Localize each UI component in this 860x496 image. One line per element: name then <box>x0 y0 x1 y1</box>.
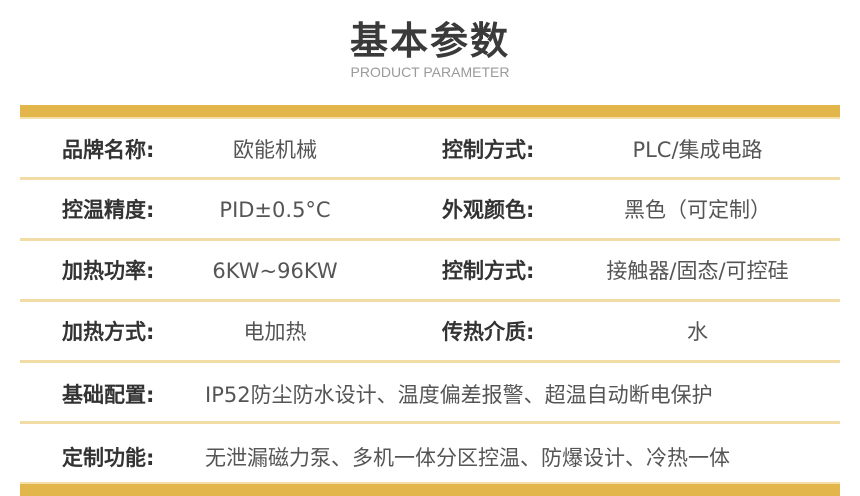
table-row: 品牌名称: 欧能机械 控制方式: PLC/集成电路 <box>0 120 860 180</box>
table-row: 基础配置: IP52防尘防水设计、温度偏差报警、超温自动断电保护 <box>0 365 860 425</box>
top-bar <box>20 105 840 119</box>
label: 定制功能: <box>62 446 155 470</box>
value: 黑色（可定制） <box>624 198 771 222</box>
value: 欧能机械 <box>233 138 317 162</box>
bottom-bar <box>20 482 840 496</box>
value: 电加热 <box>243 320 307 344</box>
label: 加热功率: <box>62 259 155 283</box>
label: 传热介质: <box>442 320 535 344</box>
label: 品牌名称: <box>62 138 155 162</box>
page-title: 基本参数 <box>349 19 510 63</box>
value: PID±0.5°C <box>219 198 331 222</box>
label: 控制方式: <box>442 259 535 283</box>
divider <box>20 238 840 241</box>
label: 外观颜色: <box>442 198 535 222</box>
value: 水 <box>687 320 708 344</box>
label: 加热方式: <box>62 320 155 344</box>
value: 接触器/固态/可控硅 <box>606 259 789 283</box>
page-subtitle: PRODUCT PARAMETER <box>350 64 510 80</box>
value: 无泄漏磁力泵、多机一体分区控温、防爆设计、冷热一体 <box>205 446 730 470</box>
table-row: 加热方式: 电加热 传热介质: 水 <box>0 302 860 362</box>
value: PLC/集成电路 <box>632 138 763 162</box>
value: IP52防尘防水设计、温度偏差报警、超温自动断电保护 <box>205 383 713 407</box>
divider <box>20 360 840 363</box>
divider <box>20 299 840 302</box>
divider <box>20 177 840 180</box>
label: 控制方式: <box>442 138 535 162</box>
table-row: 控温精度: PID±0.5°C 外观颜色: 黑色（可定制） <box>0 180 860 240</box>
label: 基础配置: <box>62 383 155 407</box>
table-row: 加热功率: 6KW~96KW 控制方式: 接触器/固态/可控硅 <box>0 241 860 301</box>
value: 6KW~96KW <box>212 259 338 283</box>
label: 控温精度: <box>62 198 155 222</box>
divider <box>20 421 840 424</box>
table-row: 定制功能: 无泄漏磁力泵、多机一体分区控温、防爆设计、冷热一体 <box>0 428 860 488</box>
